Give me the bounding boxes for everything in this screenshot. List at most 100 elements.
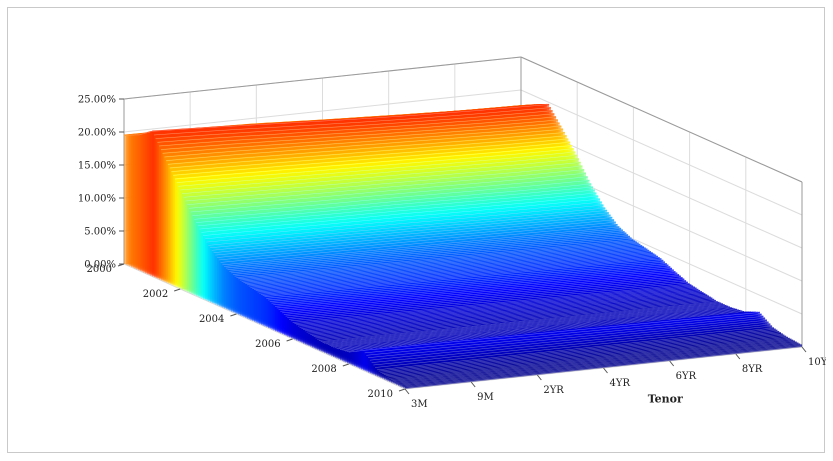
surface-highlight [204,201,602,240]
tenor-tick-label: 2YR [543,385,564,396]
z-tick-label: 15.00% [78,161,116,172]
surface-highlight [245,245,643,284]
surface-highlight [378,328,776,372]
box-edge [520,56,803,183]
tenor-tick-mark [669,360,675,367]
year-tick-label: 2008 [311,364,336,375]
tenor-axis-title: Tenor [648,393,683,406]
surface-highlight [153,107,551,136]
surface-highlight [345,310,743,352]
surface-highlight [225,229,623,269]
surface-highlight [380,330,778,373]
year-tick-label: 2006 [255,339,280,350]
tenor-tick-label: 10YR [808,357,826,368]
surface-highlight [213,214,611,253]
surface-highlight [162,122,560,154]
surface-highlight [371,321,769,363]
surface-highlight [301,289,699,329]
surface-highlight [308,293,706,334]
surface-highlight [366,316,764,356]
surface-highlight [202,198,601,236]
surface-highlight [174,145,572,180]
tenor-tick-mark [801,346,807,353]
surface-highlight [171,138,569,172]
surface-highlight [238,240,636,280]
surface-highlight [310,294,708,335]
surface-highlight [250,249,648,288]
grid-line [123,89,522,133]
tenor-tick-label: 4YR [610,378,631,389]
surface-highlight [341,309,739,351]
grid-line [520,89,803,216]
surface-highlight [246,246,644,286]
surface-highlight [269,263,667,302]
surface-highlight [155,110,553,139]
surface-highlight [236,239,634,278]
surface-highlight [318,300,716,341]
surface-highlight [260,256,659,295]
z-tick-label: 20.00% [78,128,116,139]
surface-highlight [248,247,646,287]
surface-highlight [227,231,625,270]
tenor-tick-label: 6YR [676,371,697,382]
surface-highlight [234,237,632,277]
surface-highlight [257,253,655,293]
surface-highlight [364,314,762,354]
surface-highlight [271,265,669,304]
surface-highlight [383,332,781,375]
surface-highlight [285,277,683,317]
surface-highlight [394,339,792,382]
z-tick-label: 25.00% [78,95,116,106]
z-tick-label: 0.00% [84,260,116,271]
surface-highlight [199,192,597,230]
tenor-tick-label: 3M [411,399,428,410]
surface-highlight [211,212,609,251]
surface-highlight [320,301,718,342]
surface-highlight [160,119,558,150]
surface-highlight [296,285,694,326]
surface-highlight [338,308,736,350]
surface-highlight [266,260,664,299]
surface-highlight [375,325,773,368]
surface-highlight [231,234,629,274]
surface-highlight [376,327,774,371]
surface-highlight [287,279,685,318]
surface-highlight [164,125,562,158]
year-tick-label: 2004 [199,314,224,325]
surface-highlight [280,272,678,312]
surface-highlight [404,344,803,388]
surface-highlight [152,104,550,132]
year-tick-label: 2010 [368,389,393,400]
surface-highlight [282,274,680,314]
surface-highlight [176,148,574,183]
surface-highlight [259,255,657,294]
surface-highlight [218,221,616,261]
surface-highlight [183,162,581,198]
surface-highlight [264,258,662,297]
surface-highlight [169,135,567,169]
surface-highlight [306,292,704,333]
chart-frame: 0.00% 5.00% 10.00% 15.00% 20.00% 25.00% 2000 20… [7,7,826,453]
year-tick-label: 2000 [87,264,112,275]
tenor-tick-mark [470,381,476,388]
surface-highlight [262,257,660,296]
surface-highlight [185,165,583,202]
surface-highlight [382,331,780,374]
surface-highlight [215,217,613,256]
surface-highlight [253,251,652,290]
surface-highlight [390,337,789,380]
surface-highlight [317,299,715,340]
surface-highlight [283,276,681,315]
surface-highlight [229,233,627,272]
z-tick-label: 10.00% [78,194,116,205]
surface-highlight [362,312,760,351]
surface-highlight [267,261,666,301]
year-tick-mark [230,313,237,317]
year-tick-mark [174,288,181,292]
surface-highlight [369,320,767,361]
surface-highlight [336,308,734,349]
surface-highlight [324,302,722,344]
surface-highlight [201,195,599,233]
surface-highlight [339,309,738,350]
surface-highlight [322,302,720,343]
